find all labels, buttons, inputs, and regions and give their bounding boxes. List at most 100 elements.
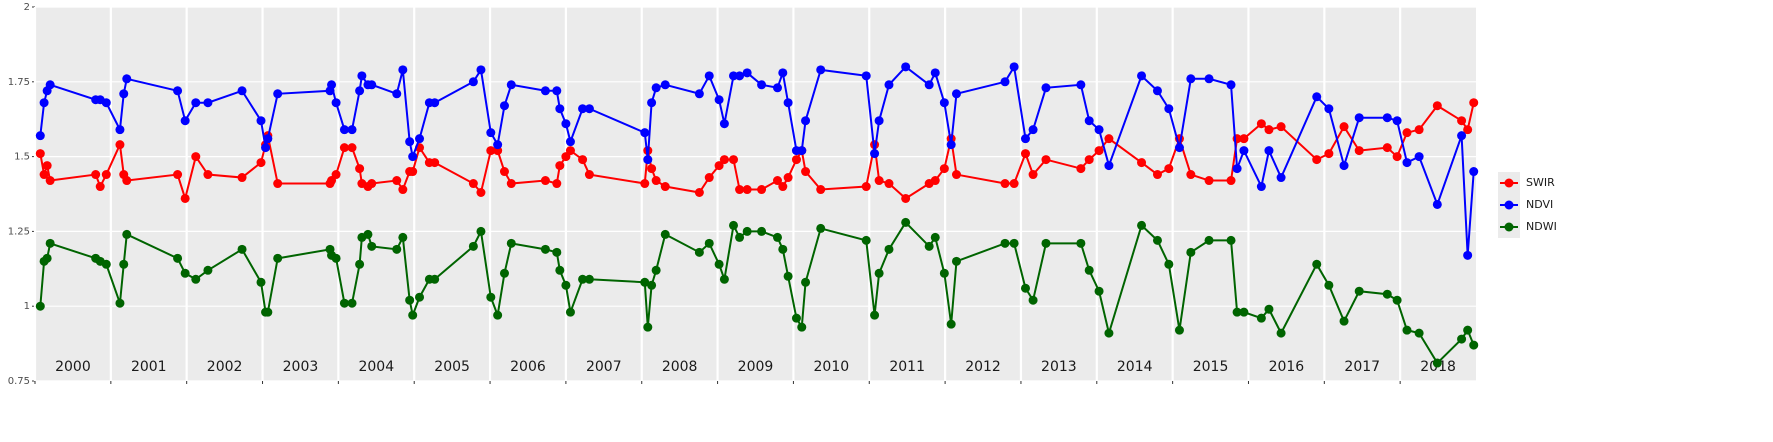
data-point bbox=[778, 68, 788, 78]
data-point bbox=[1028, 125, 1038, 135]
data-point bbox=[398, 232, 408, 242]
data-point bbox=[1226, 80, 1236, 90]
data-point bbox=[1232, 164, 1242, 174]
data-point bbox=[1239, 307, 1249, 317]
data-point bbox=[1414, 125, 1424, 135]
data-point bbox=[757, 185, 767, 195]
legend-label: SWIR bbox=[1526, 176, 1555, 189]
data-point bbox=[735, 185, 745, 195]
data-point bbox=[742, 185, 752, 195]
data-point bbox=[946, 140, 956, 150]
data-point bbox=[1402, 128, 1412, 138]
data-point bbox=[704, 238, 714, 248]
data-point bbox=[398, 65, 408, 75]
data-point bbox=[946, 319, 956, 329]
data-point bbox=[1457, 131, 1467, 141]
data-point bbox=[1186, 170, 1196, 180]
data-point bbox=[1312, 92, 1322, 102]
data-point bbox=[263, 134, 273, 144]
data-point bbox=[861, 71, 871, 81]
data-point bbox=[1324, 104, 1334, 114]
data-point bbox=[1028, 295, 1038, 305]
data-point bbox=[180, 268, 190, 278]
data-point bbox=[35, 131, 45, 141]
x-tick-label: 2011 bbox=[889, 359, 925, 375]
data-point bbox=[565, 307, 575, 317]
data-point bbox=[901, 217, 911, 227]
x-tick-label: 2003 bbox=[283, 359, 319, 375]
data-point bbox=[1469, 167, 1479, 177]
data-point bbox=[719, 155, 729, 165]
data-point bbox=[327, 80, 337, 90]
data-point bbox=[339, 143, 349, 153]
data-point bbox=[256, 158, 266, 168]
data-point bbox=[1392, 116, 1402, 126]
data-point bbox=[816, 223, 826, 233]
data-point bbox=[951, 256, 961, 266]
data-point bbox=[203, 265, 213, 275]
x-tick-label: 2004 bbox=[358, 359, 394, 375]
x-tick-label: 2010 bbox=[814, 359, 850, 375]
data-point bbox=[273, 89, 283, 99]
data-point bbox=[122, 229, 132, 239]
data-point bbox=[801, 167, 811, 177]
data-point bbox=[1137, 71, 1147, 81]
data-point bbox=[742, 68, 752, 78]
data-point bbox=[783, 173, 793, 183]
data-point bbox=[1354, 113, 1364, 123]
data-point bbox=[757, 226, 767, 236]
data-point bbox=[729, 155, 739, 165]
data-point bbox=[816, 185, 826, 195]
data-point bbox=[1076, 80, 1086, 90]
data-point bbox=[180, 116, 190, 126]
data-point bbox=[1137, 158, 1147, 168]
data-point bbox=[1020, 149, 1030, 159]
data-point bbox=[640, 277, 650, 287]
data-point bbox=[430, 158, 440, 168]
data-point bbox=[1000, 77, 1010, 87]
data-point bbox=[415, 292, 425, 302]
data-point bbox=[555, 265, 565, 275]
data-point bbox=[499, 101, 509, 111]
data-point bbox=[930, 232, 940, 242]
data-point bbox=[791, 155, 801, 165]
data-point bbox=[735, 71, 745, 81]
data-point bbox=[939, 98, 949, 108]
x-tick-label: 2008 bbox=[662, 359, 698, 375]
data-point bbox=[660, 80, 670, 90]
data-point bbox=[783, 98, 793, 108]
data-point bbox=[1239, 134, 1249, 144]
data-point bbox=[555, 161, 565, 171]
x-tick-label: 2015 bbox=[1193, 359, 1229, 375]
data-point bbox=[735, 232, 745, 242]
data-point bbox=[493, 310, 503, 320]
data-point bbox=[552, 179, 562, 189]
data-point bbox=[816, 65, 826, 75]
data-point bbox=[584, 274, 594, 284]
data-point bbox=[237, 244, 247, 254]
data-point bbox=[180, 193, 190, 203]
data-point bbox=[1094, 146, 1104, 156]
data-point bbox=[1463, 125, 1473, 135]
data-point bbox=[1041, 238, 1051, 248]
data-point bbox=[331, 170, 341, 180]
data-point bbox=[367, 179, 377, 189]
data-point bbox=[1152, 170, 1162, 180]
data-point bbox=[1226, 235, 1236, 245]
data-point bbox=[772, 232, 782, 242]
legend-point bbox=[1504, 178, 1514, 188]
data-point bbox=[797, 322, 807, 332]
data-point bbox=[1009, 62, 1019, 72]
data-point bbox=[1226, 176, 1236, 186]
data-point bbox=[951, 170, 961, 180]
y-tick-label: 1.5 bbox=[14, 152, 30, 163]
data-point bbox=[694, 89, 704, 99]
data-point bbox=[263, 307, 273, 317]
data-point bbox=[1432, 199, 1442, 209]
data-point bbox=[772, 176, 782, 186]
data-point bbox=[1084, 155, 1094, 165]
data-point bbox=[339, 298, 349, 308]
data-point bbox=[367, 80, 377, 90]
data-point bbox=[101, 259, 111, 269]
data-point bbox=[870, 310, 880, 320]
